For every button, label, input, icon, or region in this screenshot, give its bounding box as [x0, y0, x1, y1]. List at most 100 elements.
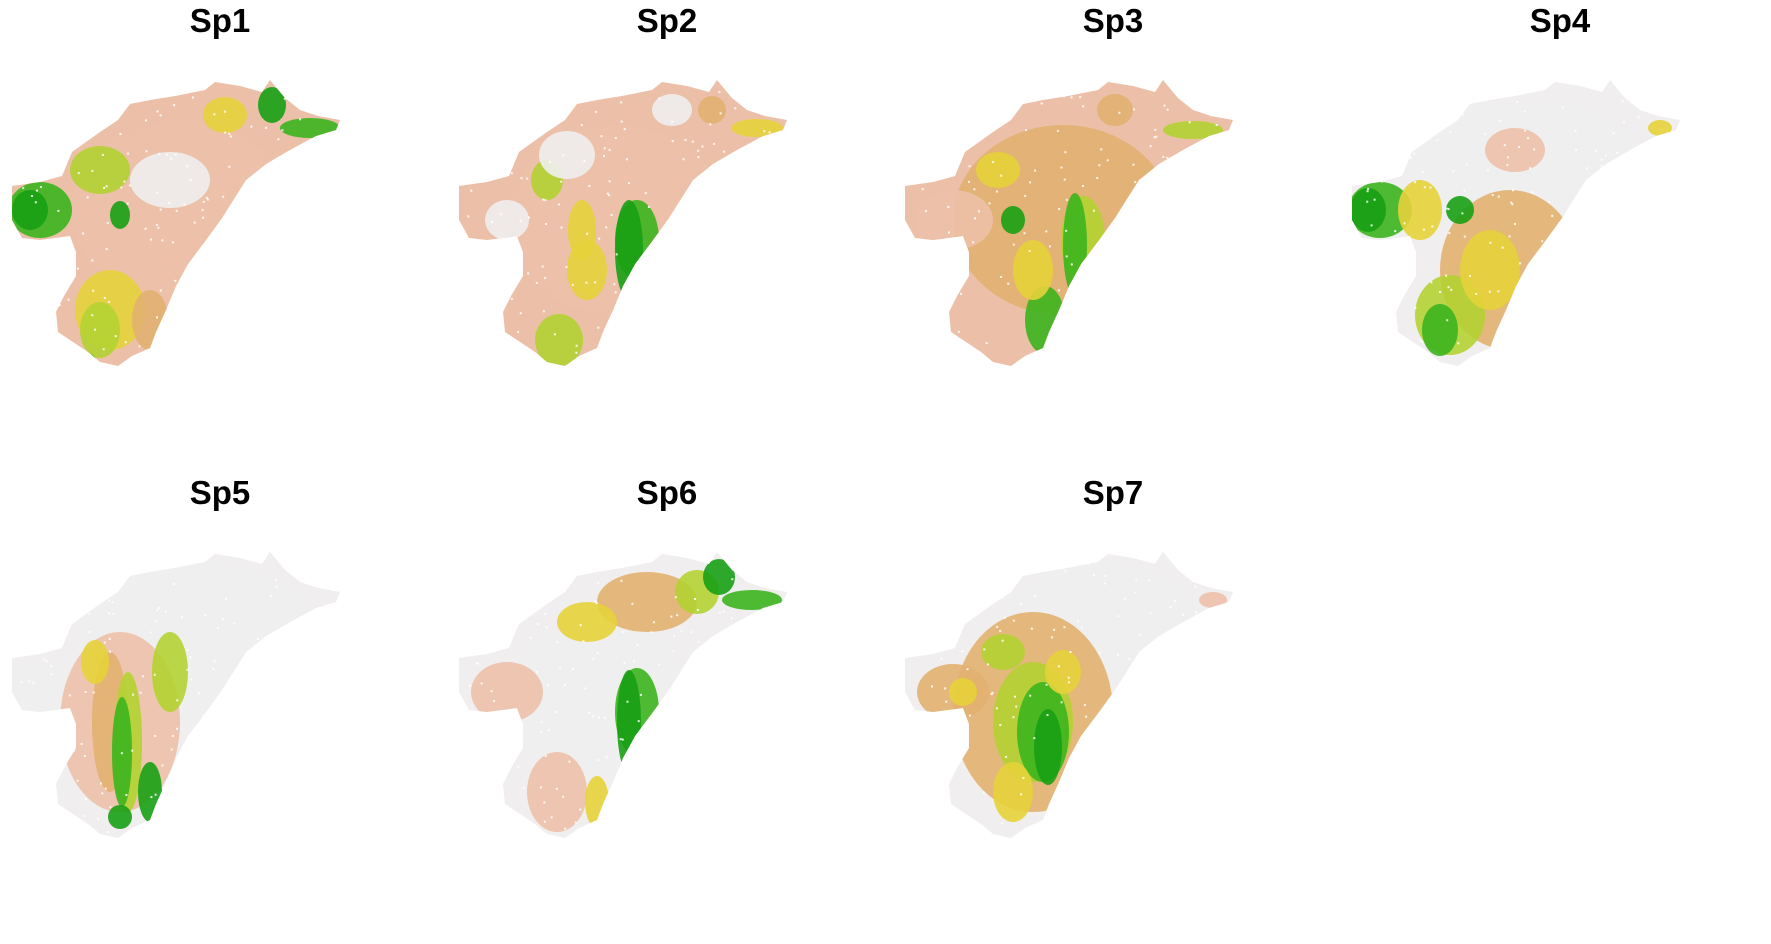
suitability-patch: [64, 352, 96, 366]
nodata-speck: [470, 189, 473, 192]
nodata-speck: [1219, 326, 1222, 329]
nodata-speck: [1489, 241, 1492, 244]
nodata-speck: [485, 630, 488, 633]
panel-title: Sp3: [1082, 2, 1144, 39]
nodata-speck: [1155, 693, 1158, 696]
nodata-speck: [558, 203, 561, 206]
nodata-speck: [91, 259, 94, 262]
nodata-speck: [633, 660, 635, 663]
nodata-speck: [159, 114, 162, 117]
nodata-speck: [1079, 96, 1082, 99]
suitability-patch: [258, 87, 286, 123]
nodata-speck: [1058, 207, 1061, 210]
nodata-speck: [612, 91, 615, 94]
nodata-speck: [101, 792, 104, 795]
nodata-speck: [510, 297, 513, 300]
nodata-speck: [545, 626, 548, 629]
nodata-speck: [1622, 307, 1625, 309]
nodata-speck: [1507, 156, 1510, 159]
nodata-speck: [637, 720, 640, 723]
nodata-speck: [917, 140, 920, 143]
nodata-speck: [930, 579, 933, 581]
nodata-speck: [1210, 114, 1213, 117]
nodata-speck: [1145, 686, 1148, 688]
nodata-speck: [1491, 194, 1494, 196]
nodata-speck: [961, 114, 964, 117]
nodata-speck: [1486, 169, 1489, 172]
nodata-speck: [1524, 129, 1527, 132]
nodata-speck: [63, 749, 66, 752]
nodata-speck: [1420, 339, 1423, 342]
nodata-speck: [688, 753, 691, 756]
nodata-speck: [255, 806, 258, 809]
nodata-speck: [647, 293, 650, 296]
nodata-speck: [1001, 596, 1004, 599]
nodata-speck: [579, 624, 582, 627]
nodata-speck: [1519, 262, 1521, 265]
nodata-speck: [1053, 628, 1056, 631]
nodata-speck: [948, 231, 950, 234]
nodata-speck: [1145, 286, 1148, 289]
nodata-speck: [1497, 195, 1500, 198]
nodata-speck: [776, 746, 779, 749]
nodata-speck: [1221, 231, 1224, 234]
nodata-speck: [1369, 271, 1372, 273]
nodata-speck: [627, 182, 630, 185]
suitability-patch: [1063, 193, 1087, 297]
nodata-speck: [487, 567, 489, 570]
nodata-speck: [1600, 158, 1603, 161]
nodata-speck: [80, 742, 83, 745]
nodata-speck: [144, 227, 147, 230]
panel-title: Sp2: [636, 2, 698, 39]
nodata-speck: [1209, 802, 1212, 805]
nodata-speck: [58, 304, 61, 307]
nodata-speck: [568, 760, 571, 763]
nodata-speck: [957, 330, 960, 333]
nodata-speck: [1215, 124, 1218, 126]
nodata-speck: [1118, 111, 1121, 114]
suitability-layer: [1352, 90, 1672, 362]
nodata-speck: [311, 351, 314, 354]
nodata-speck: [966, 668, 969, 671]
nodata-speck: [150, 796, 153, 799]
nodata-speck: [547, 683, 550, 686]
nodata-speck: [520, 177, 523, 180]
nodata-speck: [701, 145, 704, 148]
nodata-speck: [1140, 754, 1143, 757]
nodata-speck: [1029, 694, 1032, 697]
panel-title: Sp7: [1082, 474, 1144, 511]
nodata-speck: [85, 798, 87, 801]
nodata-speck: [88, 631, 91, 633]
nodata-speck: [598, 716, 600, 719]
nodata-speck: [206, 198, 209, 201]
nodata-speck: [923, 760, 926, 763]
nodata-speck: [1182, 613, 1185, 616]
nodata-speck: [671, 140, 674, 142]
nodata-speck: [696, 609, 699, 611]
nodata-speck: [584, 687, 587, 690]
suitability-patch: [81, 640, 109, 684]
nodata-speck: [487, 651, 490, 654]
nodata-speck: [622, 762, 625, 765]
nodata-speck: [993, 117, 996, 120]
nodata-speck: [1501, 246, 1504, 249]
nodata-speck: [202, 350, 205, 353]
nodata-speck: [943, 812, 946, 815]
nodata-speck: [707, 220, 710, 223]
nodata-speck: [977, 210, 980, 213]
nodata-speck: [257, 681, 260, 684]
nodata-speck: [974, 217, 976, 220]
nodata-speck: [1064, 570, 1067, 573]
nodata-speck: [222, 195, 225, 198]
nodata-speck: [1096, 177, 1099, 179]
suitability-map: [12, 80, 340, 366]
nodata-speck: [504, 623, 507, 626]
nodata-speck: [1508, 235, 1511, 238]
nodata-speck: [1185, 705, 1188, 708]
nodata-speck: [1092, 209, 1095, 212]
nodata-speck: [481, 127, 484, 130]
nodata-speck: [223, 816, 226, 819]
nodata-speck: [77, 172, 80, 175]
nodata-speck: [1132, 108, 1135, 111]
suitability-patch: [112, 697, 132, 807]
